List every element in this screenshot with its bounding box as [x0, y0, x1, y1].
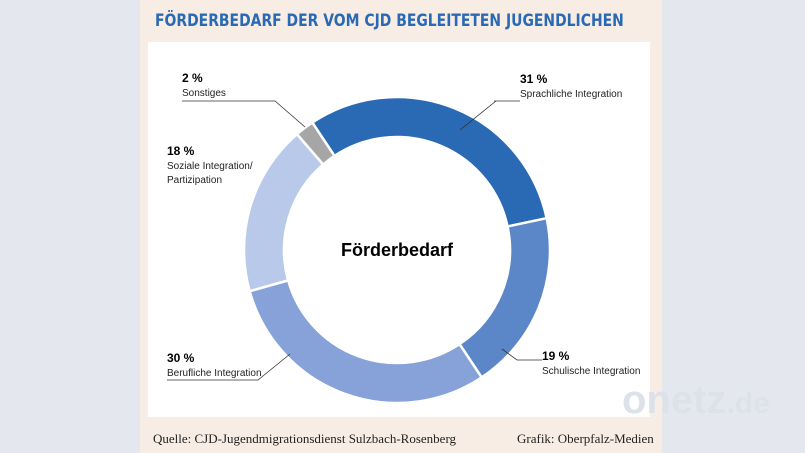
value-label: 19 % [542, 349, 570, 363]
category-label: Schulische Integration [542, 366, 640, 377]
leader-line [182, 100, 306, 128]
value-label: 18 % [167, 144, 195, 158]
category-label: Soziale Integration/ [167, 161, 253, 172]
watermark-suffix: .de [726, 387, 770, 420]
chart-title: FÖRDERBEDARF DER VOM CJD BEGLEITETEN JUG… [155, 11, 624, 31]
donut-slice-3 [248, 278, 484, 405]
value-label: 30 % [167, 351, 195, 365]
category-label: Sprachliche Integration [520, 89, 622, 100]
donut-slice-4 [242, 132, 325, 293]
credit-note: Grafik: Oberpfalz-Medien [517, 431, 654, 446]
category-label: Partizipation [167, 175, 222, 186]
leader-line [459, 100, 520, 131]
source-note: Quelle: CJD-Jugendmigrationsdienst Sulzb… [153, 431, 457, 446]
donut-slice-2 [457, 216, 552, 380]
leader-line [167, 353, 291, 381]
value-label: 31 % [520, 72, 548, 86]
donut-slice-5 [295, 120, 337, 167]
watermark-logo: onetz.de [622, 380, 770, 420]
value-label: 2 % [182, 71, 203, 85]
category-label: Sonstiges [182, 88, 226, 99]
center-label: Förderbedarf [341, 240, 454, 260]
donut-slice-1 [310, 95, 549, 228]
leader-line [501, 348, 542, 361]
watermark-main: onetz [622, 378, 727, 422]
category-label: Berufliche Integration [167, 368, 262, 379]
